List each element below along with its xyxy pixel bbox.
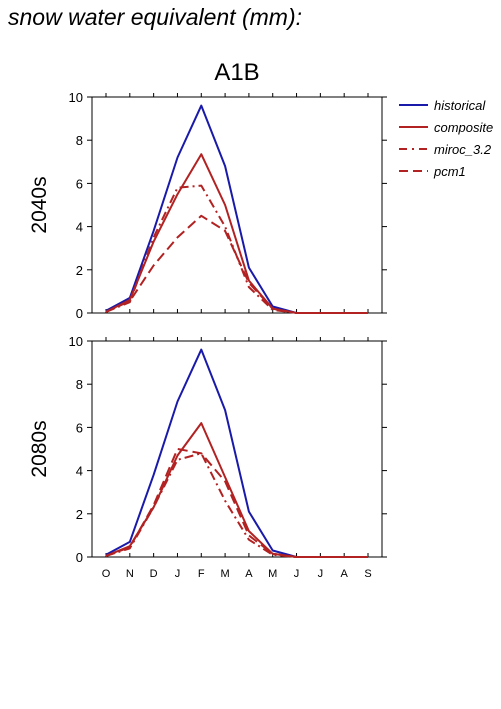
- series-line-historical-2040s: [105, 104, 368, 314]
- x-tick-label: O: [102, 568, 111, 580]
- y-tick-label: 8: [76, 377, 83, 392]
- series-line-composite-2080s: [105, 422, 368, 558]
- panel-label-2040s: 2040s: [28, 176, 51, 233]
- y-tick-label: 8: [76, 133, 83, 148]
- series-line-pcm1-2080s: [105, 448, 368, 558]
- plot-frame-2040s: [91, 96, 383, 314]
- y-tick-label: 6: [76, 176, 83, 191]
- x-tick-label: A: [245, 568, 253, 580]
- x-tick-label: M: [268, 568, 277, 580]
- series-line-pcm1-2040s: [105, 214, 368, 314]
- figure-title: snow water equivalent (mm):: [8, 4, 302, 30]
- x-tick-label: M: [221, 568, 230, 580]
- legend-label-miroc-3-2: miroc_3.2: [434, 142, 492, 157]
- x-tick-label: N: [126, 568, 134, 580]
- scenario-title: A1B: [214, 59, 259, 86]
- legend-label-historical: historical: [434, 98, 486, 113]
- legend-label-pcm1: pcm1: [433, 164, 466, 179]
- legend-label-composite: composite: [434, 120, 493, 135]
- series-line-historical-2080s: [105, 348, 368, 558]
- series-line-composite-2040s: [105, 153, 368, 314]
- y-tick-label: 0: [76, 306, 83, 321]
- y-tick-label: 10: [69, 334, 83, 349]
- x-tick-label: J: [294, 568, 300, 580]
- y-tick-label: 6: [76, 420, 83, 435]
- panel-label-2080s: 2080s: [28, 420, 51, 477]
- x-tick-label: F: [198, 568, 205, 580]
- x-tick-label: D: [150, 568, 158, 580]
- x-tick-label: S: [364, 568, 371, 580]
- x-tick-label: J: [318, 568, 324, 580]
- y-tick-label: 2: [76, 263, 83, 278]
- y-tick-label: 4: [76, 464, 83, 479]
- x-tick-label: J: [175, 568, 181, 580]
- y-tick-label: 10: [69, 90, 83, 105]
- y-tick-label: 4: [76, 220, 83, 235]
- series-line-miroc-3-2-2040s: [105, 184, 368, 314]
- y-tick-label: 0: [76, 550, 83, 565]
- y-tick-label: 2: [76, 507, 83, 522]
- plot-frame-2080s: [91, 340, 383, 558]
- x-tick-label: A: [341, 568, 349, 580]
